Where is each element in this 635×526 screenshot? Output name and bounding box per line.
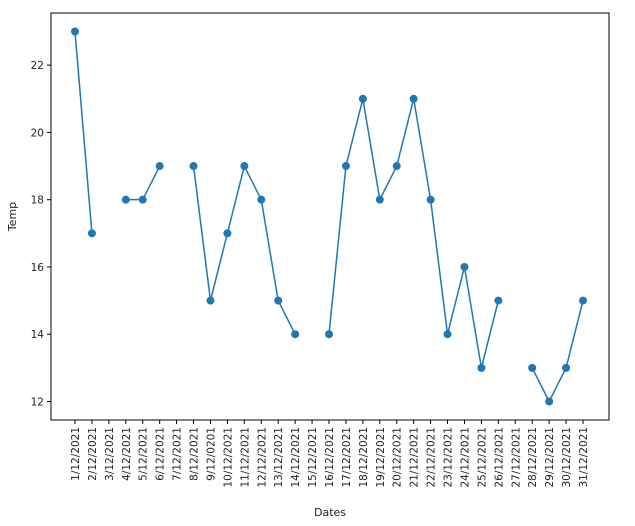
- data-point: [341, 162, 350, 171]
- x-tick-label: 22/12/2021: [426, 427, 438, 488]
- y-tick-label: 22: [31, 60, 44, 72]
- x-axis-ticks: 1/12/2021 2/12/2021 3/12/2021 4/12/2021 5/12…: [70, 420, 590, 488]
- x-tick-label: 4/12/2021: [121, 427, 133, 481]
- data-point: [477, 363, 486, 372]
- series-line-segment: [125, 165, 161, 201]
- x-tick-label: 25/12/2021: [476, 427, 488, 488]
- data-point: [138, 195, 147, 204]
- data-point: [155, 162, 164, 171]
- x-tick-label: 19/12/2021: [375, 427, 387, 488]
- data-point: [291, 330, 300, 339]
- x-tick-label: 3/12/2021: [104, 427, 116, 481]
- data-point: [274, 296, 283, 305]
- x-tick-label: 12/12/2021: [256, 427, 268, 488]
- x-tick-label: 11/12/2021: [239, 427, 251, 488]
- data-point: [257, 195, 266, 204]
- x-tick-label: 26/12/2021: [493, 427, 505, 488]
- data-point: [562, 363, 571, 372]
- x-tick-label: 7/12/2021: [172, 427, 184, 481]
- data-point: [409, 94, 418, 103]
- series-line-segment: [74, 31, 93, 234]
- y-tick-label: 12: [31, 397, 44, 409]
- data-point: [206, 296, 215, 305]
- x-tick-label: 2/12/2021: [87, 427, 99, 481]
- data-point: [223, 229, 232, 238]
- x-tick-label: 24/12/2021: [459, 427, 471, 488]
- x-tick-label: 29/12/2021: [544, 427, 556, 488]
- x-tick-label: 8/12/2021: [189, 427, 201, 481]
- x-tick-label: 30/12/2021: [561, 427, 573, 488]
- data-point: [121, 195, 130, 204]
- x-tick-label: 16/12/2021: [324, 427, 336, 488]
- series-points: [71, 27, 587, 406]
- y-tick-label: 18: [31, 195, 44, 207]
- data-point: [358, 94, 367, 103]
- data-point: [545, 397, 554, 406]
- x-tick-label: 28/12/2021: [527, 427, 539, 488]
- data-point: [71, 27, 79, 36]
- y-tick-label: 16: [31, 262, 45, 274]
- x-tick-label: 5/12/2021: [138, 427, 150, 481]
- y-tick-label: 14: [31, 329, 45, 341]
- y-axis-ticks: 12 14 16 18 20 22: [31, 60, 51, 409]
- x-tick-label: 10/12/2021: [222, 427, 234, 488]
- x-tick-label: 27/12/2021: [510, 427, 522, 488]
- data-point: [443, 330, 452, 339]
- y-axis-label: Temp: [6, 202, 19, 232]
- data-point: [579, 296, 587, 305]
- x-tick-label: 21/12/2021: [409, 427, 421, 488]
- series-line-segment: [192, 165, 296, 335]
- x-tick-label: 31/12/2021: [578, 427, 590, 488]
- y-tick-label: 20: [31, 127, 44, 139]
- x-tick-label: 20/12/2021: [392, 427, 404, 488]
- x-tick-label: 18/12/2021: [358, 427, 370, 488]
- data-point: [528, 363, 537, 372]
- data-point: [375, 195, 384, 204]
- x-tick-label: 14/12/2021: [290, 427, 302, 488]
- x-axis-label: Dates: [314, 506, 346, 519]
- data-point: [426, 195, 435, 204]
- plot-area: [50, 12, 610, 421]
- x-tick-label: 17/12/2021: [341, 427, 353, 488]
- data-point: [189, 162, 198, 171]
- data-point: [87, 229, 96, 238]
- series-lines: [74, 31, 584, 403]
- x-tick-label: 6/12/2021: [155, 427, 167, 481]
- x-tick-label: 1/12/2021: [70, 427, 82, 481]
- x-tick-label: 23/12/2021: [443, 427, 455, 488]
- series-line-segment: [328, 98, 500, 369]
- x-tick-label: 15/12/2021: [307, 427, 319, 488]
- data-point: [325, 330, 333, 339]
- x-tick-label: 13/12/2021: [273, 427, 285, 488]
- data-point: [460, 262, 469, 271]
- data-point: [494, 296, 503, 305]
- data-point: [240, 162, 249, 171]
- series-line-segment: [531, 300, 584, 403]
- x-tick-label: 9/12/0201: [205, 427, 217, 481]
- data-point: [392, 162, 401, 171]
